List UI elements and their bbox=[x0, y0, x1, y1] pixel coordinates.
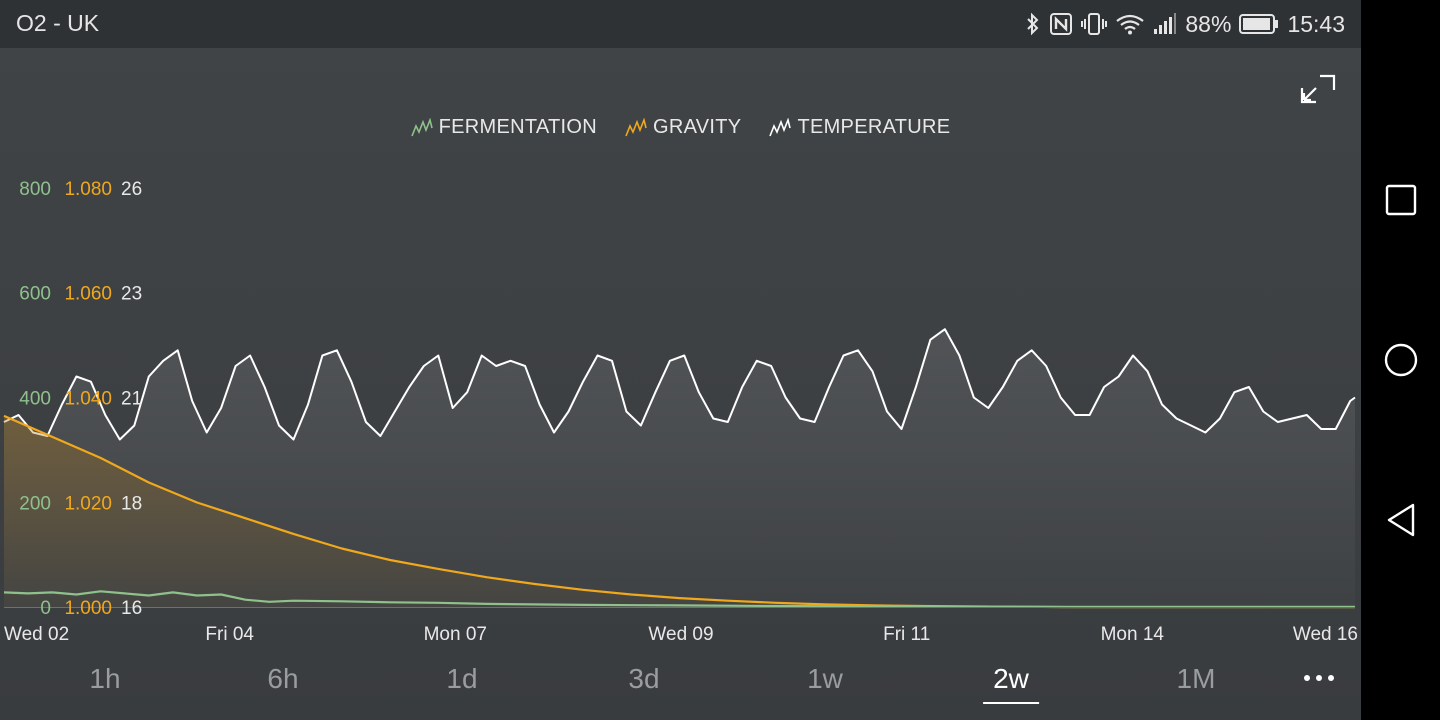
temperature-line[interactable] bbox=[3, 328, 1356, 441]
battery-icon bbox=[1239, 10, 1279, 38]
fermentation-line[interactable] bbox=[3, 590, 1355, 609]
legend-gravity[interactable]: GRAVITY bbox=[625, 116, 741, 139]
x-tick-label: Wed 02 bbox=[4, 624, 69, 645]
range-option-6h[interactable]: 6h bbox=[267, 663, 299, 694]
temperature-area bbox=[4, 329, 1355, 607]
recent-apps-button[interactable] bbox=[1379, 178, 1423, 222]
exit-fullscreen-button[interactable] bbox=[1300, 74, 1336, 104]
range-option-2w[interactable]: 2w bbox=[983, 656, 1039, 704]
legend-gravity-label: GRAVITY bbox=[653, 116, 742, 138]
status-bar: O2 - UK 88% 15:43 bbox=[0, 0, 1361, 48]
x-tick-label: Wed 09 bbox=[648, 624, 713, 645]
back-button[interactable] bbox=[1379, 498, 1423, 542]
gravity-tick-label: 1.060 bbox=[64, 284, 112, 305]
chart[interactable]: 0 200 400 600 800 1.000 1.020 1.040 1.060 1.080 16… bbox=[0, 0, 1361, 650]
recent-apps-icon bbox=[1385, 184, 1417, 216]
vibrate-icon bbox=[1081, 10, 1108, 38]
gravity-tick-label: 1.080 bbox=[64, 179, 112, 200]
range-option-1d[interactable]: 1d bbox=[446, 663, 478, 694]
temperature-tick-label: 16 bbox=[121, 598, 142, 619]
range-option-1w[interactable]: 1w bbox=[807, 663, 843, 694]
x-tick-label: Wed 16 bbox=[1293, 624, 1358, 645]
fermentation-tick-label: 200 bbox=[19, 494, 51, 515]
fermentation-tick-label: 400 bbox=[19, 389, 51, 410]
more-dots-icon bbox=[1304, 675, 1334, 681]
gravity-tick-label: 1.040 bbox=[64, 389, 112, 410]
x-tick-label: Mon 14 bbox=[1101, 624, 1165, 645]
temperature-tick-label: 26 bbox=[121, 179, 142, 200]
home-button[interactable] bbox=[1379, 338, 1423, 382]
signal-icon bbox=[1153, 10, 1177, 38]
legend-temperature-label: TEMPERATURE bbox=[797, 116, 951, 138]
range-option-1h[interactable]: 1h bbox=[89, 663, 121, 694]
more-options-button[interactable] bbox=[1302, 666, 1336, 690]
nfc-icon bbox=[1049, 10, 1073, 38]
collapse-icon bbox=[1300, 74, 1336, 104]
temperature-tick-label: 21 bbox=[121, 389, 142, 410]
temperature-tick-label: 23 bbox=[121, 284, 142, 305]
bluetooth-icon bbox=[1025, 10, 1041, 38]
time-range-selector: 1h 6h 1d 3d 1w 2w 1M bbox=[0, 656, 1361, 706]
x-tick-label: Fri 11 bbox=[883, 624, 930, 645]
gravity-line-icon bbox=[625, 117, 647, 136]
status-icons: 88% 15:43 bbox=[1025, 10, 1345, 38]
range-option-3d[interactable]: 3d bbox=[628, 663, 660, 694]
battery-percent: 88% bbox=[1185, 10, 1232, 37]
fermentation-tick-label: 600 bbox=[19, 284, 51, 305]
chart-legend: FERMENTATION GRAVITY TEMPERATURE bbox=[0, 116, 1361, 139]
gravity-tick-label: 1.020 bbox=[64, 494, 112, 515]
gravity-tick-label: 1.000 bbox=[64, 598, 112, 619]
brewing-monitor-app: O2 - UK 88% 15:43 bbox=[0, 0, 1361, 720]
home-icon bbox=[1384, 343, 1418, 377]
series-layer bbox=[3, 328, 1356, 609]
temperature-line-icon bbox=[769, 117, 792, 136]
clock: 15:43 bbox=[1287, 10, 1345, 37]
back-icon bbox=[1387, 503, 1415, 537]
legend-temperature[interactable]: TEMPERATURE bbox=[769, 116, 950, 139]
legend-fermentation[interactable]: FERMENTATION bbox=[410, 116, 598, 139]
wifi-icon bbox=[1115, 10, 1145, 38]
gravity-area bbox=[4, 415, 1355, 607]
x-tick-label: Mon 07 bbox=[424, 624, 487, 645]
fermentation-line-icon bbox=[410, 117, 433, 136]
legend-fermentation-label: FERMENTATION bbox=[438, 116, 598, 138]
temperature-tick-label: 18 bbox=[121, 494, 142, 515]
android-nav-bar bbox=[1361, 0, 1440, 720]
range-option-1M[interactable]: 1M bbox=[1176, 663, 1216, 694]
fermentation-tick-label: 0 bbox=[40, 598, 51, 619]
axis-layer: 0 200 400 600 800 1.000 1.020 1.040 1.060 1.080 16… bbox=[4, 179, 1358, 645]
fermentation-tick-label: 800 bbox=[19, 179, 51, 200]
carrier-name: O2 - UK bbox=[16, 10, 100, 36]
x-tick-label: Fri 04 bbox=[205, 624, 254, 645]
